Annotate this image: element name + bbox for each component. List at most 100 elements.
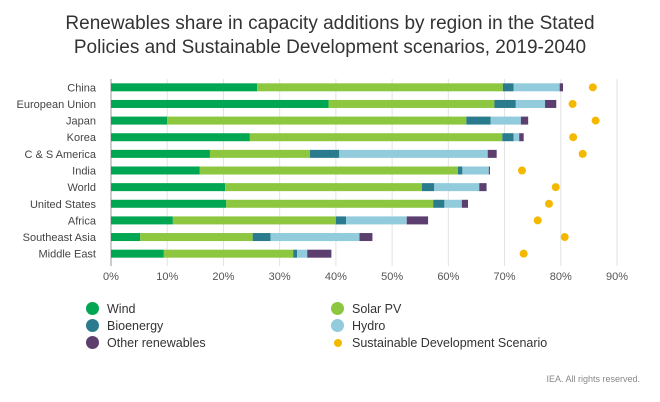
x-tick-label: 10% (156, 271, 178, 283)
bar-segment-wind (111, 83, 258, 92)
category-label: China (67, 82, 97, 94)
bar-segment-wind (111, 199, 227, 208)
bar-segment-other-renewables (559, 83, 564, 92)
bar-segment-other-renewables (487, 149, 497, 158)
legend-item: Hydro (331, 317, 591, 334)
bar-segment-bioenergy (293, 249, 298, 258)
x-tick-label: 60% (437, 271, 459, 283)
bar-segment-other-renewables (488, 166, 490, 175)
bar-segment-solar-pv (167, 116, 467, 125)
bar-segment-bioenergy (502, 83, 514, 92)
credit-text: IEA. All rights reserved. (546, 374, 640, 384)
bar-segment-hydro (434, 183, 480, 192)
x-tick-label: 50% (381, 271, 403, 283)
category-label: European Union (16, 99, 96, 111)
bar-segment-other-renewables (520, 116, 529, 125)
legend-label: Sustainable Development Scenario (352, 335, 548, 350)
legend-swatch (331, 302, 344, 315)
bar-segment-hydro (297, 249, 308, 258)
bar-segment-hydro (513, 83, 560, 92)
bar-segment-wind (111, 216, 173, 225)
bar-segment-other-renewables (307, 249, 332, 258)
legend-label: Other renewables (107, 335, 206, 350)
chart-title-line1: Renewables share in capacity additions b… (65, 13, 595, 34)
legend-item: Other renewables (86, 334, 331, 351)
bar-segment-solar-pv (249, 133, 503, 142)
bar-segment-solar-pv (199, 166, 458, 175)
sds-marker (560, 233, 569, 242)
bar-segment-wind (111, 233, 141, 242)
bar-segment-other-renewables (406, 216, 429, 225)
bar-segment-hydro (339, 149, 488, 158)
category-label: Middle East (39, 249, 96, 261)
bar-segment-hydro (270, 233, 360, 242)
bar-segment-bioenergy (335, 216, 347, 225)
bar-segment-bioenergy (466, 116, 491, 125)
bar-segment-bioenergy (252, 233, 271, 242)
bar-segment-other-renewables (461, 199, 469, 208)
category-label: India (72, 166, 97, 178)
bar-segment-wind (111, 99, 329, 108)
bar-segment-solar-pv (226, 199, 434, 208)
bar-segment-other-renewables (545, 99, 557, 108)
category-label: C & S America (24, 149, 96, 161)
sds-marker (591, 116, 600, 125)
legend-label: Bioenergy (107, 318, 164, 333)
bar-segment-other-renewables (519, 133, 524, 142)
x-tick-label: 30% (269, 271, 291, 283)
bar-segment-bioenergy (310, 149, 340, 158)
sds-marker (533, 216, 542, 225)
bar-segment-other-renewables (479, 183, 487, 192)
legend-swatch (86, 302, 99, 315)
legend-item: Solar PV (331, 300, 591, 317)
bar-segment-bioenergy (433, 199, 445, 208)
legend-label: Hydro (352, 318, 386, 333)
bar-segment-solar-pv (163, 249, 294, 258)
legend-swatch (334, 338, 342, 347)
bar-segment-solar-pv (257, 83, 503, 92)
bar-segment-wind (111, 166, 200, 175)
x-tick-label: 80% (550, 271, 572, 283)
bar-segment-wind (111, 149, 210, 158)
category-label: World (67, 182, 96, 194)
bar-segment-bioenergy (494, 99, 516, 108)
bar-segment-solar-pv (172, 216, 336, 225)
sds-marker (568, 99, 577, 108)
chart-legend: Wind Solar PV Bioenergy Hydro Other renewabl… (86, 300, 606, 351)
sds-marker (519, 249, 528, 258)
category-label: Southeast Asia (23, 232, 97, 244)
sds-marker (569, 133, 578, 142)
legend-label: Wind (107, 301, 136, 316)
legend-item: Bioenergy (86, 317, 331, 334)
bar-segment-hydro (490, 116, 521, 125)
bar-segment-wind (111, 116, 168, 125)
bar-segment-hydro (346, 216, 407, 225)
bar-segment-hydro (444, 199, 462, 208)
sds-marker (544, 199, 553, 208)
category-label: United States (30, 199, 97, 211)
legend-swatch (86, 336, 99, 349)
sds-marker (578, 149, 587, 158)
sds-marker (517, 166, 526, 175)
legend-swatch (86, 319, 99, 332)
bar-segment-wind (111, 249, 164, 258)
legend-item: Wind (86, 300, 331, 317)
bar-segment-hydro (462, 166, 489, 175)
legend-label: Solar PV (352, 301, 402, 316)
category-label: Korea (67, 132, 97, 144)
bar-segment-bioenergy (502, 133, 514, 142)
x-tick-label: 40% (325, 271, 347, 283)
bar-segment-hydro (515, 99, 546, 108)
bar-segment-wind (111, 183, 226, 192)
bar-segment-hydro (513, 133, 520, 142)
x-tick-label: 0% (103, 271, 119, 283)
bar-segment-bioenergy (421, 183, 435, 192)
chart-title-line2: Policies and Sustainable Development sce… (73, 37, 587, 58)
category-label: Africa (68, 215, 97, 227)
bar-segment-wind (111, 133, 250, 142)
bar-segment-solar-pv (328, 99, 495, 108)
bar-segment-solar-pv (140, 233, 253, 242)
x-tick-label: 70% (494, 271, 516, 283)
bar-segment-solar-pv (209, 149, 311, 158)
legend-swatch (331, 319, 344, 332)
